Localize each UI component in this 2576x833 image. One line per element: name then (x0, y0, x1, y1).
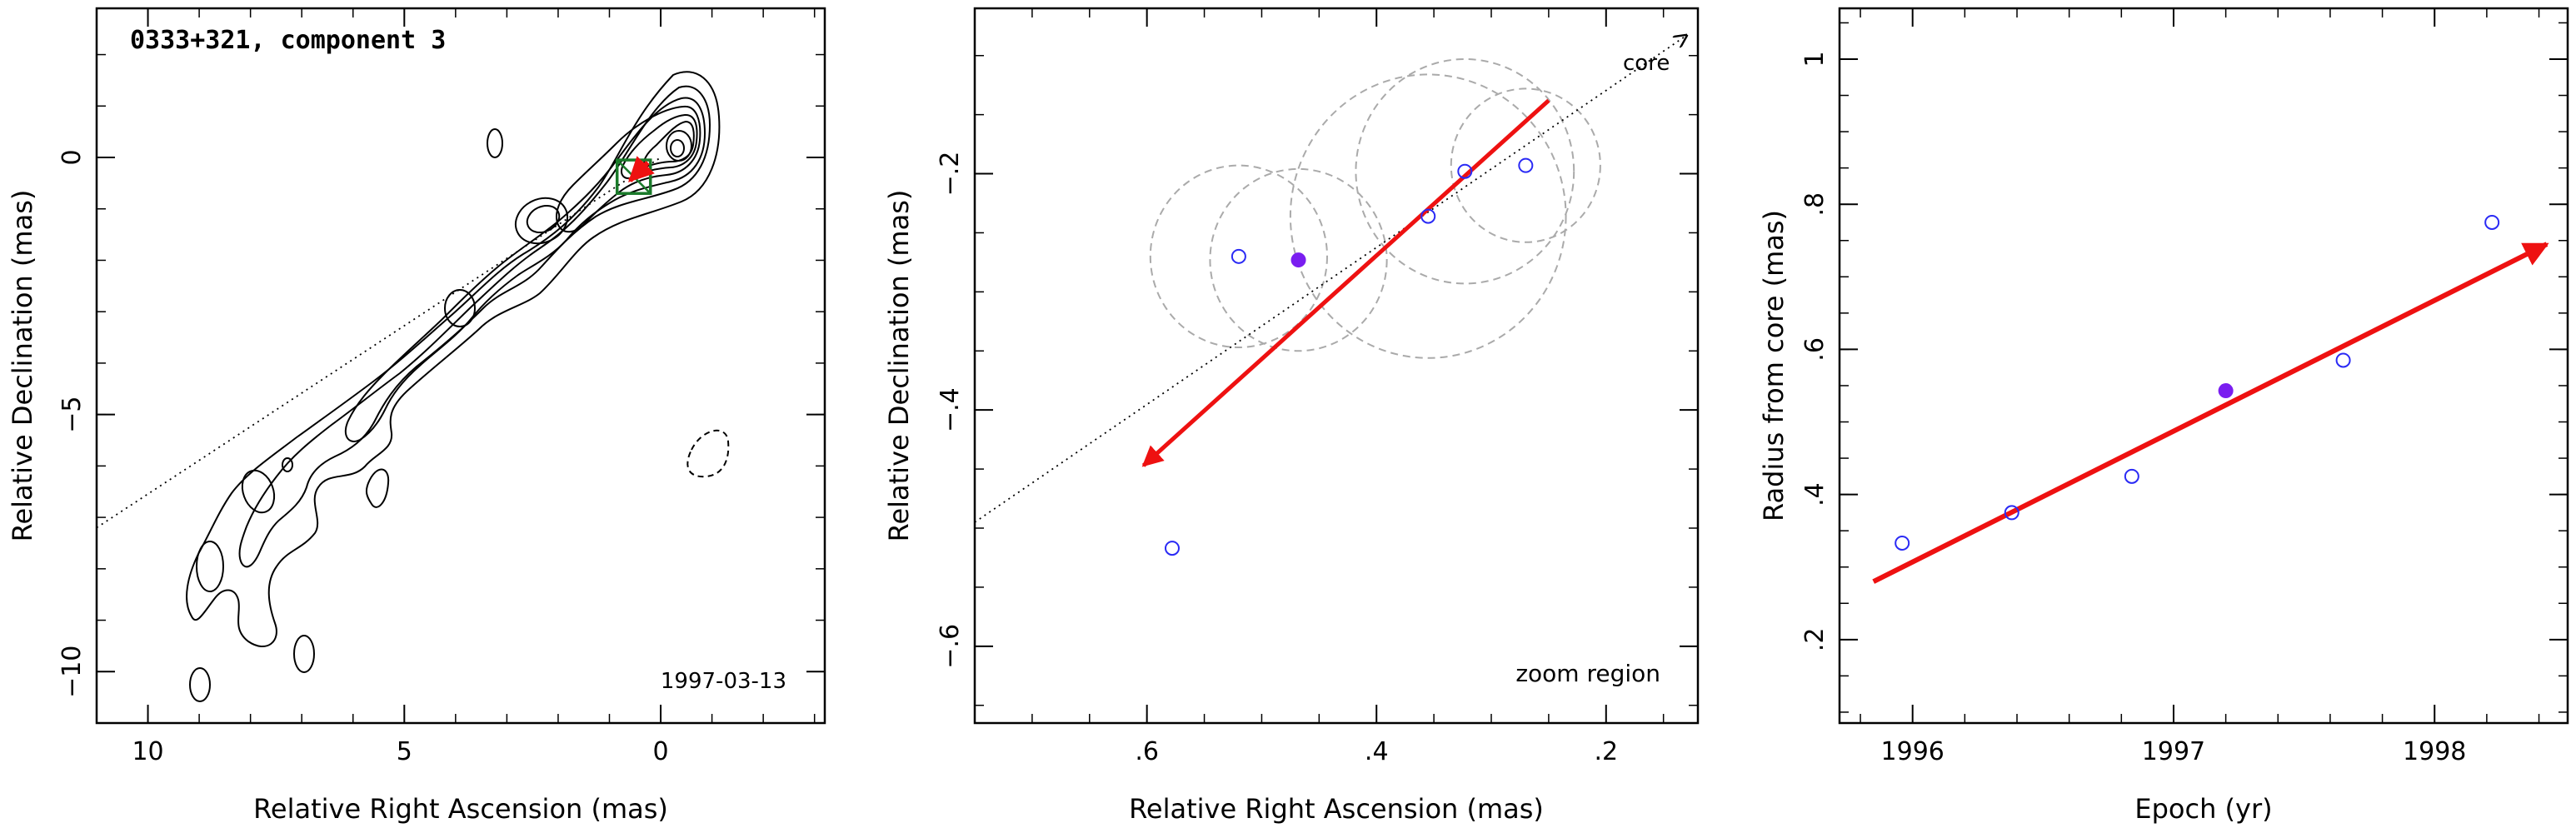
data-point (1231, 248, 1246, 264)
panel-radius: 1996 1997 1998 .2 .4 .6 .8 1 Epoch (yr) Radius … (1758, 7, 2569, 825)
data-point-filled (2218, 383, 2234, 399)
contour-outer (186, 71, 721, 647)
x-tick-label: 5 (397, 737, 412, 766)
panel-zoom-tick-labels: .6 .4 .2 −.2 −.4 −.6 (936, 152, 1618, 766)
y-tick-label: .4 (1800, 482, 1830, 506)
x-tick-label: .6 (1135, 737, 1159, 766)
contour-knot-1 (514, 197, 569, 245)
data-point (2124, 468, 2139, 484)
error-circle (1450, 87, 1601, 243)
contour-knot-5 (196, 541, 224, 592)
panel-map-ylabel: Relative Declination (mas) (7, 190, 38, 542)
data-point (1895, 535, 1910, 551)
error-circle (1289, 73, 1567, 359)
x-tick-label: 0 (652, 737, 668, 766)
panel-map-xlabel: Relative Right Ascension (mas) (253, 793, 668, 825)
contour-blob-3 (293, 635, 315, 673)
x-tick-label: 1998 (2403, 737, 2466, 766)
y-tick-label: .6 (1800, 337, 1830, 362)
contour-negative (686, 429, 730, 478)
contour-knot-3 (444, 289, 476, 327)
panel-radius-ylabel: Radius from core (mas) (1758, 210, 1790, 521)
contour-core-1 (666, 130, 692, 162)
contour-knot-4 (241, 469, 276, 514)
panel-radius-tick-labels: 1996 1997 1998 .2 .4 .6 .8 1 (1800, 51, 2466, 766)
data-point (2335, 352, 2351, 368)
y-tick-label: −5 (57, 397, 87, 433)
data-point (1518, 157, 1534, 173)
contour-blob-4 (365, 468, 390, 508)
error-circle (1209, 167, 1388, 352)
panel-zoom-subtitle: zoom region (1515, 660, 1660, 687)
panel-radius-frame (1838, 7, 2569, 725)
data-point (2004, 505, 2019, 521)
error-circle (1355, 57, 1575, 285)
y-tick-label: −.4 (936, 387, 965, 432)
y-tick-label: .8 (1800, 192, 1830, 217)
data-point (1164, 541, 1180, 556)
panel-map-title: 0333+321, component 3 (130, 26, 446, 55)
x-tick-label: 1997 (2142, 737, 2205, 766)
panel-zoom-xlabel: Relative Right Ascension (mas) (1129, 793, 1544, 825)
error-circle (1149, 164, 1328, 349)
core-label: core (1623, 51, 1670, 76)
panel-zoom-frame (973, 7, 1700, 725)
panel-map-frame (95, 7, 826, 725)
data-point-filled (1290, 252, 1306, 268)
contour-2 (238, 85, 711, 568)
jet-axis-line (975, 36, 1686, 523)
panel-map: 10 5 0 0 −5 −10 (7, 7, 826, 825)
x-tick-label: 1996 (1881, 737, 1944, 766)
panel-radius-ticks (1840, 8, 2568, 723)
panel-zoom-ylabel: Relative Declination (mas) (883, 190, 915, 542)
x-tick-label: .2 (1594, 737, 1618, 766)
panel-map-tick-labels: 10 5 0 0 −5 −10 (57, 149, 669, 766)
contour-knot-6 (282, 457, 293, 472)
contour-4 (556, 105, 701, 233)
y-tick-label: 1 (1800, 51, 1830, 67)
contour-core-2 (670, 139, 685, 157)
y-tick-label: −.6 (936, 624, 965, 669)
contour-blob-2 (189, 667, 211, 702)
contour-blob-1 (487, 128, 503, 158)
data-point (1420, 208, 1436, 224)
y-tick-label: −10 (57, 646, 87, 698)
contour-map (97, 71, 730, 702)
panel-map-date: 1997-03-13 (661, 669, 786, 694)
motion-vector (627, 156, 655, 182)
contour-6 (643, 120, 695, 168)
panel-zoom-ticks (974, 8, 1698, 723)
contour-5 (620, 113, 698, 180)
y-tick-label: −.2 (936, 152, 965, 197)
contour-knot-2 (526, 204, 561, 234)
data-point (2484, 214, 2500, 230)
panel-map-ticks (96, 8, 825, 724)
error-circles (1149, 57, 1601, 359)
y-tick-label: .2 (1800, 628, 1830, 652)
radius-points (1895, 214, 2500, 551)
data-point (1457, 163, 1473, 179)
panel-zoom: .6 .4 .2 −.2 −.4 −.6 core zoom region Relativ… (883, 7, 1700, 825)
y-tick-label: 0 (57, 149, 87, 165)
motion-vector (1141, 98, 1550, 467)
x-tick-label: 10 (132, 737, 163, 766)
panel-radius-xlabel: Epoch (yr) (2134, 793, 2272, 825)
position-points (1164, 157, 1534, 556)
jet-axis-line (97, 157, 661, 529)
x-tick-label: .4 (1365, 737, 1389, 766)
fit-vector (1872, 242, 2549, 584)
